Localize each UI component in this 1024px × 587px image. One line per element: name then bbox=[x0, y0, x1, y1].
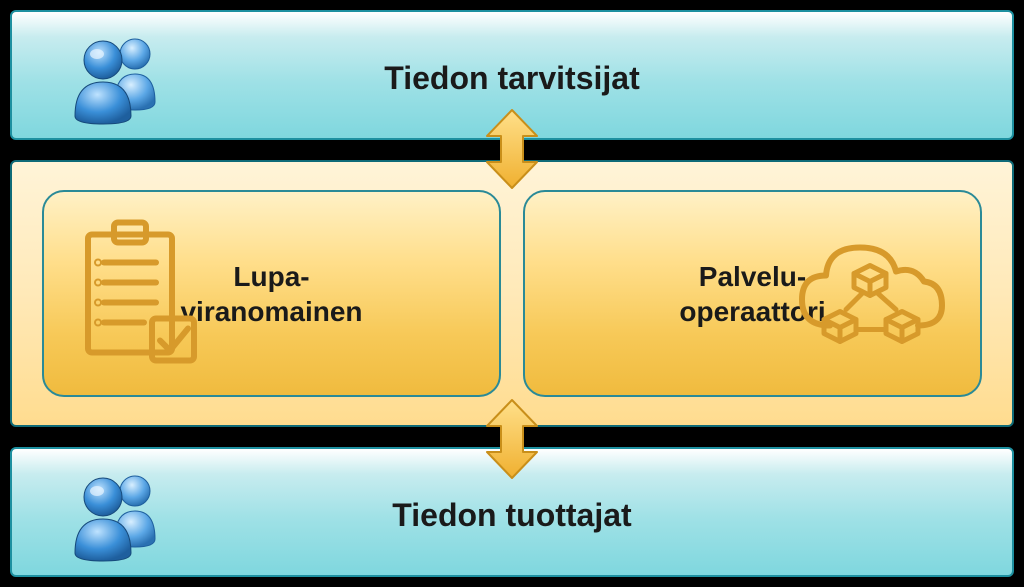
top-title: Tiedon tarvitsijat bbox=[12, 60, 1012, 97]
left-line2: viranomainen bbox=[180, 296, 362, 327]
bottom-title: Tiedon tuottajat bbox=[12, 497, 1012, 534]
double-arrow-icon bbox=[483, 108, 541, 195]
left-card-label: Lupa- viranomainen bbox=[180, 259, 362, 329]
clipboard-check-icon bbox=[74, 216, 204, 371]
left-card: Lupa- viranomainen bbox=[42, 190, 501, 397]
right-card: Palvelu- operaattori bbox=[523, 190, 982, 397]
left-line1: Lupa- bbox=[233, 261, 309, 292]
middle-panel: Lupa- viranomainen Palvelu- operaattori bbox=[10, 160, 1014, 427]
double-arrow-icon bbox=[483, 398, 541, 485]
middle-row: Lupa- viranomainen Palvelu- operaattori bbox=[42, 190, 982, 397]
cloud-cubes-icon bbox=[790, 221, 950, 366]
